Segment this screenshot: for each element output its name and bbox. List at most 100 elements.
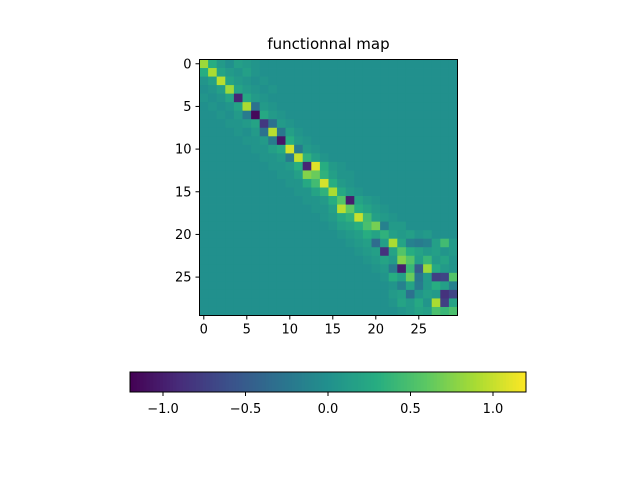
heatmap-cell (259, 110, 269, 120)
colorbar-segment (314, 372, 319, 392)
heatmap-cell (337, 281, 347, 291)
heatmap-cell (380, 93, 390, 103)
colorbar-segment (483, 372, 487, 392)
heatmap-cell (388, 264, 398, 274)
heatmap-cell (354, 76, 364, 86)
heatmap-cell (285, 59, 295, 69)
heatmap-cell (285, 306, 295, 316)
heatmap-cell (397, 187, 407, 197)
heatmap-cell (276, 247, 286, 257)
heatmap-cell (388, 196, 398, 205)
heatmap-cell (208, 119, 218, 129)
heatmap-cell (285, 85, 295, 95)
heatmap-cell (380, 187, 390, 197)
colorbar-segment (502, 372, 507, 392)
heatmap-cell (199, 127, 209, 137)
heatmap-cell (276, 221, 286, 231)
heatmap-cell (431, 110, 441, 120)
colorbar-tick-label: 0.5 (400, 402, 421, 417)
heatmap-cell (216, 127, 226, 137)
colorbar-segment (384, 372, 388, 392)
heatmap-cell (423, 238, 433, 248)
heatmap-cell (208, 85, 218, 95)
heatmap-cell (431, 298, 441, 308)
heatmap-cell (319, 68, 329, 77)
colorbar-segment (166, 372, 171, 392)
heatmap-cell (276, 68, 286, 77)
colorbar-segment (146, 372, 151, 392)
heatmap-cell (216, 68, 226, 77)
colorbar-segment (374, 372, 378, 392)
heatmap-cell (276, 110, 286, 120)
heatmap-cell (345, 59, 355, 69)
heatmap-cell (431, 255, 441, 265)
heatmap-cell (405, 144, 415, 154)
heatmap-cell (233, 59, 243, 69)
heatmap-cell (440, 170, 450, 180)
colorbar-segment (136, 372, 141, 392)
heatmap-cell (276, 264, 286, 274)
heatmap-cell (251, 93, 261, 103)
heatmap-cell (337, 238, 347, 248)
heatmap-cell (208, 255, 218, 265)
heatmap-cell (311, 102, 321, 112)
heatmap-cell (259, 272, 269, 282)
heatmap-cell (380, 272, 390, 282)
heatmap-cell (371, 102, 381, 112)
heatmap-cell (319, 298, 329, 308)
heatmap-cell (302, 59, 312, 69)
colorbar-segment (413, 372, 418, 392)
heatmap-cell (345, 298, 355, 308)
colorbar-segment (390, 372, 395, 392)
heatmap-cell (311, 281, 321, 291)
heatmap-cell (397, 161, 407, 171)
heatmap-cell (448, 110, 458, 120)
heatmap-cell (233, 306, 243, 316)
colorbar-segment (252, 372, 256, 392)
heatmap-cell (319, 230, 329, 240)
heatmap-cell (328, 59, 338, 69)
heatmap-cell (311, 298, 321, 308)
heatmap-cell (345, 230, 355, 240)
colorbar-segment (354, 372, 359, 392)
heatmap-cell (380, 230, 390, 240)
heatmap-cell (362, 204, 372, 214)
colorbar-segment (446, 372, 451, 392)
heatmap-cell (285, 281, 295, 291)
colorbar-segment (512, 372, 517, 392)
heatmap-cell (242, 127, 252, 137)
heatmap-cell (405, 238, 415, 248)
heatmap-cell (302, 264, 312, 274)
heatmap-cell (208, 127, 218, 137)
heatmap-cell (294, 102, 304, 112)
heatmap-cell (302, 93, 312, 103)
heatmap-cell (431, 144, 441, 154)
heatmap-cell (328, 93, 338, 103)
heatmap-cell (423, 221, 433, 231)
heatmap-cell (276, 178, 286, 188)
heatmap-cell (285, 161, 295, 171)
heatmap-cell (199, 187, 209, 197)
heatmap-cell (448, 85, 458, 95)
colorbar-segment (275, 372, 279, 392)
heatmap-cell (233, 281, 243, 291)
heatmap-cell (354, 136, 364, 146)
heatmap-cell (371, 170, 381, 180)
heatmap-cell (216, 178, 226, 188)
colorbar-segment (245, 372, 250, 392)
heatmap-cell (225, 170, 235, 180)
heatmap-cell (345, 213, 355, 223)
heatmap-cell (431, 306, 441, 316)
colorbar-segment (149, 372, 154, 392)
heatmap-cell (302, 153, 312, 163)
heatmap-cell (302, 102, 312, 112)
heatmap-cell (259, 153, 269, 163)
heatmap-cell (345, 127, 355, 137)
colorbar-segment (229, 372, 233, 392)
heatmap-cell (414, 255, 424, 265)
colorbar-segment (473, 372, 477, 392)
heatmap-cell (448, 230, 458, 240)
heatmap-cell (354, 238, 364, 248)
heatmap-cell (199, 93, 209, 103)
heatmap-cell (362, 110, 372, 120)
